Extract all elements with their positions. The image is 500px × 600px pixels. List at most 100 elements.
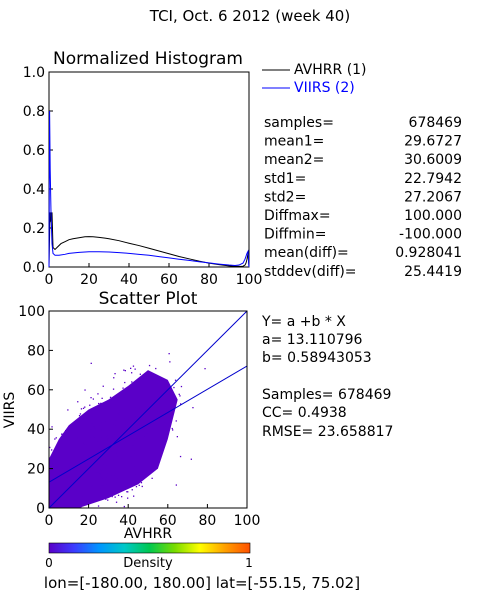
histogram-y-tick-label: 0.0 (23, 260, 45, 276)
scatter-point (66, 429, 68, 431)
scatter-point (133, 420, 135, 422)
scatter-point (135, 427, 138, 429)
scatter-point (105, 498, 107, 500)
scatter-point (77, 449, 79, 451)
scatter-point (118, 428, 121, 431)
scatter-point (113, 448, 115, 450)
scatter-point (107, 433, 109, 436)
scatter-point (71, 494, 74, 497)
scatter-point (84, 426, 86, 429)
scatter-point (123, 461, 125, 464)
scatter-point (117, 412, 119, 414)
scatter-point (49, 473, 51, 475)
scatter-point (179, 455, 182, 458)
scatter-y-tick-label: 0 (36, 501, 45, 517)
scatter-point (127, 420, 129, 423)
scatter-point (88, 474, 90, 476)
scatter-point (71, 466, 73, 469)
scatter-point (88, 450, 90, 453)
scatter-point (141, 424, 143, 426)
scatter-point (134, 402, 136, 404)
scatter-point (94, 425, 96, 427)
scatter-point (84, 458, 86, 460)
scatter-point (79, 505, 81, 507)
scatter-point (109, 444, 112, 446)
scatter-point (111, 424, 114, 426)
scatter-point (90, 408, 92, 411)
scatter-point (141, 408, 143, 410)
scatter-point (87, 431, 89, 433)
scatter-point (85, 482, 87, 484)
scatter-plot-frame (48, 310, 248, 509)
scatter-point (106, 477, 108, 480)
scatter-point (172, 429, 174, 431)
scatter-point (77, 458, 79, 460)
scatter-point (103, 438, 105, 441)
scatter-point (134, 476, 136, 478)
scatter-point (93, 436, 95, 438)
scatter-point (64, 503, 66, 505)
scatter-point (131, 448, 134, 450)
scatter-point (103, 411, 106, 413)
scatter-point (127, 396, 129, 398)
scatter-point (95, 485, 97, 487)
scatter-point (86, 439, 88, 441)
scatter-point (120, 458, 122, 460)
scatter-point (155, 390, 157, 392)
scatter-point (159, 417, 161, 419)
scatter-point (190, 458, 192, 460)
scatter-point (136, 416, 138, 418)
scatter-point (140, 424, 142, 426)
scatter-point (57, 493, 59, 495)
histogram-y-tick-label: 0.2 (23, 221, 45, 237)
scatter-point (94, 449, 97, 451)
scatter-point (55, 447, 58, 450)
scatter-point (100, 426, 103, 428)
scatter-point (142, 428, 144, 430)
scatter-point (115, 419, 117, 421)
scatter-point (163, 383, 165, 385)
scatter-point (131, 397, 133, 399)
regression-line (49, 365, 247, 483)
scatter-point (110, 399, 112, 401)
scatter-point (105, 456, 107, 458)
scatter-point (104, 420, 106, 422)
scatter-point (158, 420, 160, 422)
scatter-point (94, 428, 96, 431)
scatter-point (116, 421, 118, 423)
scatter-point (85, 444, 87, 446)
histogram-x-tick-label: 80 (200, 272, 218, 288)
scatter-point (130, 475, 132, 477)
scatter-point (104, 496, 106, 498)
scatter-point (117, 448, 119, 450)
scatter-point (60, 452, 62, 455)
scatter-point (115, 420, 117, 422)
scatter-point (97, 463, 99, 465)
stat-value: 0.928041 (395, 245, 462, 261)
scatter-point (136, 454, 138, 456)
scatter-point (117, 423, 119, 425)
legend-avhrr-label: AVHRR (1) (294, 62, 367, 78)
scatter-point (55, 504, 57, 506)
scatter-point (99, 455, 101, 457)
scatter-point (84, 436, 86, 439)
scatter-point (126, 473, 129, 475)
scatter-point (112, 479, 114, 481)
scatter-point (125, 437, 127, 439)
scatter-point (137, 399, 139, 401)
scatter-point (105, 436, 107, 438)
scatter-point (93, 466, 95, 468)
scatter-point (155, 375, 157, 377)
scatter-point (105, 479, 107, 481)
scatter-point (135, 415, 137, 418)
scatter-point (82, 456, 84, 458)
fit-stats: Y= a +b * X a= 13.110796 b= 0.58943053 S… (261, 314, 393, 440)
scatter-point (99, 452, 101, 454)
scatter-point (126, 451, 128, 453)
fit-b: b= 0.58943053 (262, 350, 372, 366)
scatter-point (118, 435, 121, 438)
scatter-point (117, 437, 119, 439)
scatter-point (170, 387, 172, 389)
scatter-point (101, 484, 103, 486)
scatter-point (126, 447, 129, 449)
